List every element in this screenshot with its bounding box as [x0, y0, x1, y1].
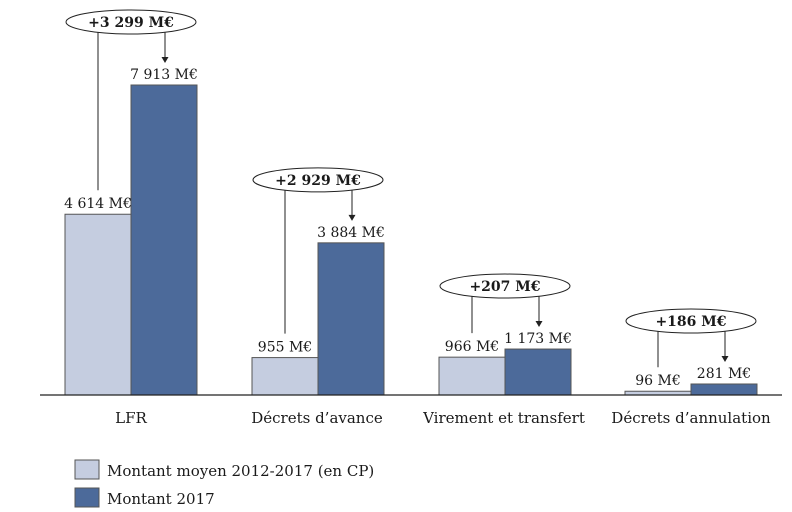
legend-swatch-average — [74, 459, 100, 480]
bar-2017-3 — [690, 383, 758, 396]
difference-label-3: +186 M€ — [655, 314, 726, 330]
bar-average-0 — [64, 213, 132, 396]
difference-ellipse-3 — [625, 308, 757, 334]
category-label-1: Décrets d’avance — [251, 409, 383, 427]
value-label-2017-2: 1 173 M€ — [504, 331, 572, 347]
value-label-average-2: 966 M€ — [445, 339, 499, 355]
annotation-arrowhead-1 — [348, 214, 356, 221]
value-label-2017-1: 3 884 M€ — [317, 225, 385, 241]
difference-ellipse-0 — [65, 9, 197, 35]
value-label-2017-0: 7 913 M€ — [130, 67, 198, 83]
legend-label-2017: Montant 2017 — [107, 490, 215, 508]
bar-average-2 — [438, 356, 506, 396]
difference-label-0: +3 299 M€ — [88, 15, 174, 31]
difference-label-2: +207 M€ — [469, 279, 540, 295]
value-label-average-0: 4 614 M€ — [64, 196, 132, 212]
annotation-arrowhead-0 — [161, 57, 169, 63]
legend-label-average: Montant moyen 2012-2017 (en CP) — [107, 462, 374, 480]
bar-2017-2 — [504, 348, 572, 396]
bars-layer: 4 614 M€ 7 913 M€ 955 M€ 3 884 M€ 966 M€ 1 17… — [64, 67, 758, 396]
legend: Montant moyen 2012-2017 (en CP) Montant … — [74, 459, 374, 508]
category-label-2: Virement et transfert — [422, 409, 585, 427]
category-label-3: Décrets d’annulation — [611, 409, 771, 427]
bar-2017-1 — [317, 242, 385, 396]
category-labels: LFR Décrets d’avance Virement et transfert… — [115, 409, 771, 427]
difference-label-1: +2 929 M€ — [275, 173, 361, 189]
legend-swatch-2017 — [74, 487, 100, 508]
difference-ellipse-1 — [252, 167, 384, 193]
value-label-average-1: 955 M€ — [258, 340, 312, 356]
annotation-arrowhead-3 — [721, 355, 729, 362]
category-label-0: LFR — [115, 409, 147, 427]
annotation-arrowhead-2 — [535, 321, 543, 328]
bar-2017-0 — [130, 84, 198, 396]
value-label-2017-3: 281 M€ — [697, 366, 751, 382]
bar-average-1 — [251, 357, 319, 396]
value-label-average-3: 96 M€ — [635, 373, 681, 389]
difference-ellipse-2 — [439, 273, 571, 299]
difference-annotations: +3 299 M€ +2 929 M€ +207 M€ +186 M€ — [65, 9, 757, 368]
